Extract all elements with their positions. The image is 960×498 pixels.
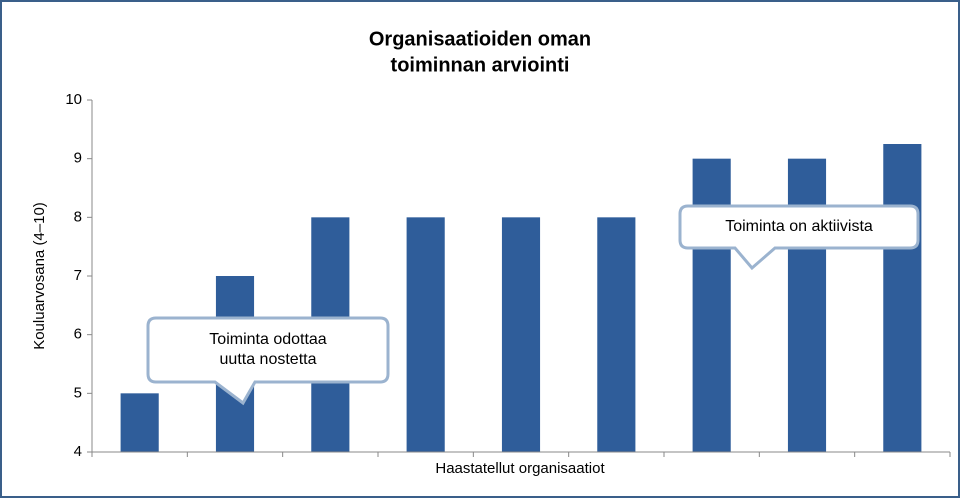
callout-bubble — [678, 204, 920, 271]
bar — [406, 217, 445, 452]
callout-text: uutta nostetta — [220, 351, 317, 368]
bar — [120, 393, 159, 452]
x-axis-label: Haastatellut organisaatiot — [435, 460, 605, 477]
y-axis-label: Kouluarvosana (4–10) — [31, 202, 48, 350]
bar — [501, 217, 541, 452]
callout-bubble — [146, 316, 390, 406]
y-tick-label: 8 — [74, 208, 82, 225]
bar — [597, 217, 636, 452]
bar — [787, 158, 827, 452]
y-tick-label: 5 — [74, 384, 82, 401]
y-tick-label: 6 — [74, 326, 82, 343]
callout-text: Toiminta on aktiivista — [725, 218, 873, 235]
bar — [692, 158, 731, 452]
y-tick-label: 9 — [74, 150, 82, 167]
chart-title: toiminnan arviointi — [391, 54, 570, 76]
chart-title: Organisaatioiden oman — [369, 28, 591, 50]
y-tick-label: 7 — [74, 267, 82, 284]
callout-text: Toiminta odottaa — [209, 331, 327, 348]
y-tick-label: 10 — [65, 91, 82, 108]
y-tick-label: 4 — [74, 443, 82, 460]
bar — [883, 144, 922, 452]
